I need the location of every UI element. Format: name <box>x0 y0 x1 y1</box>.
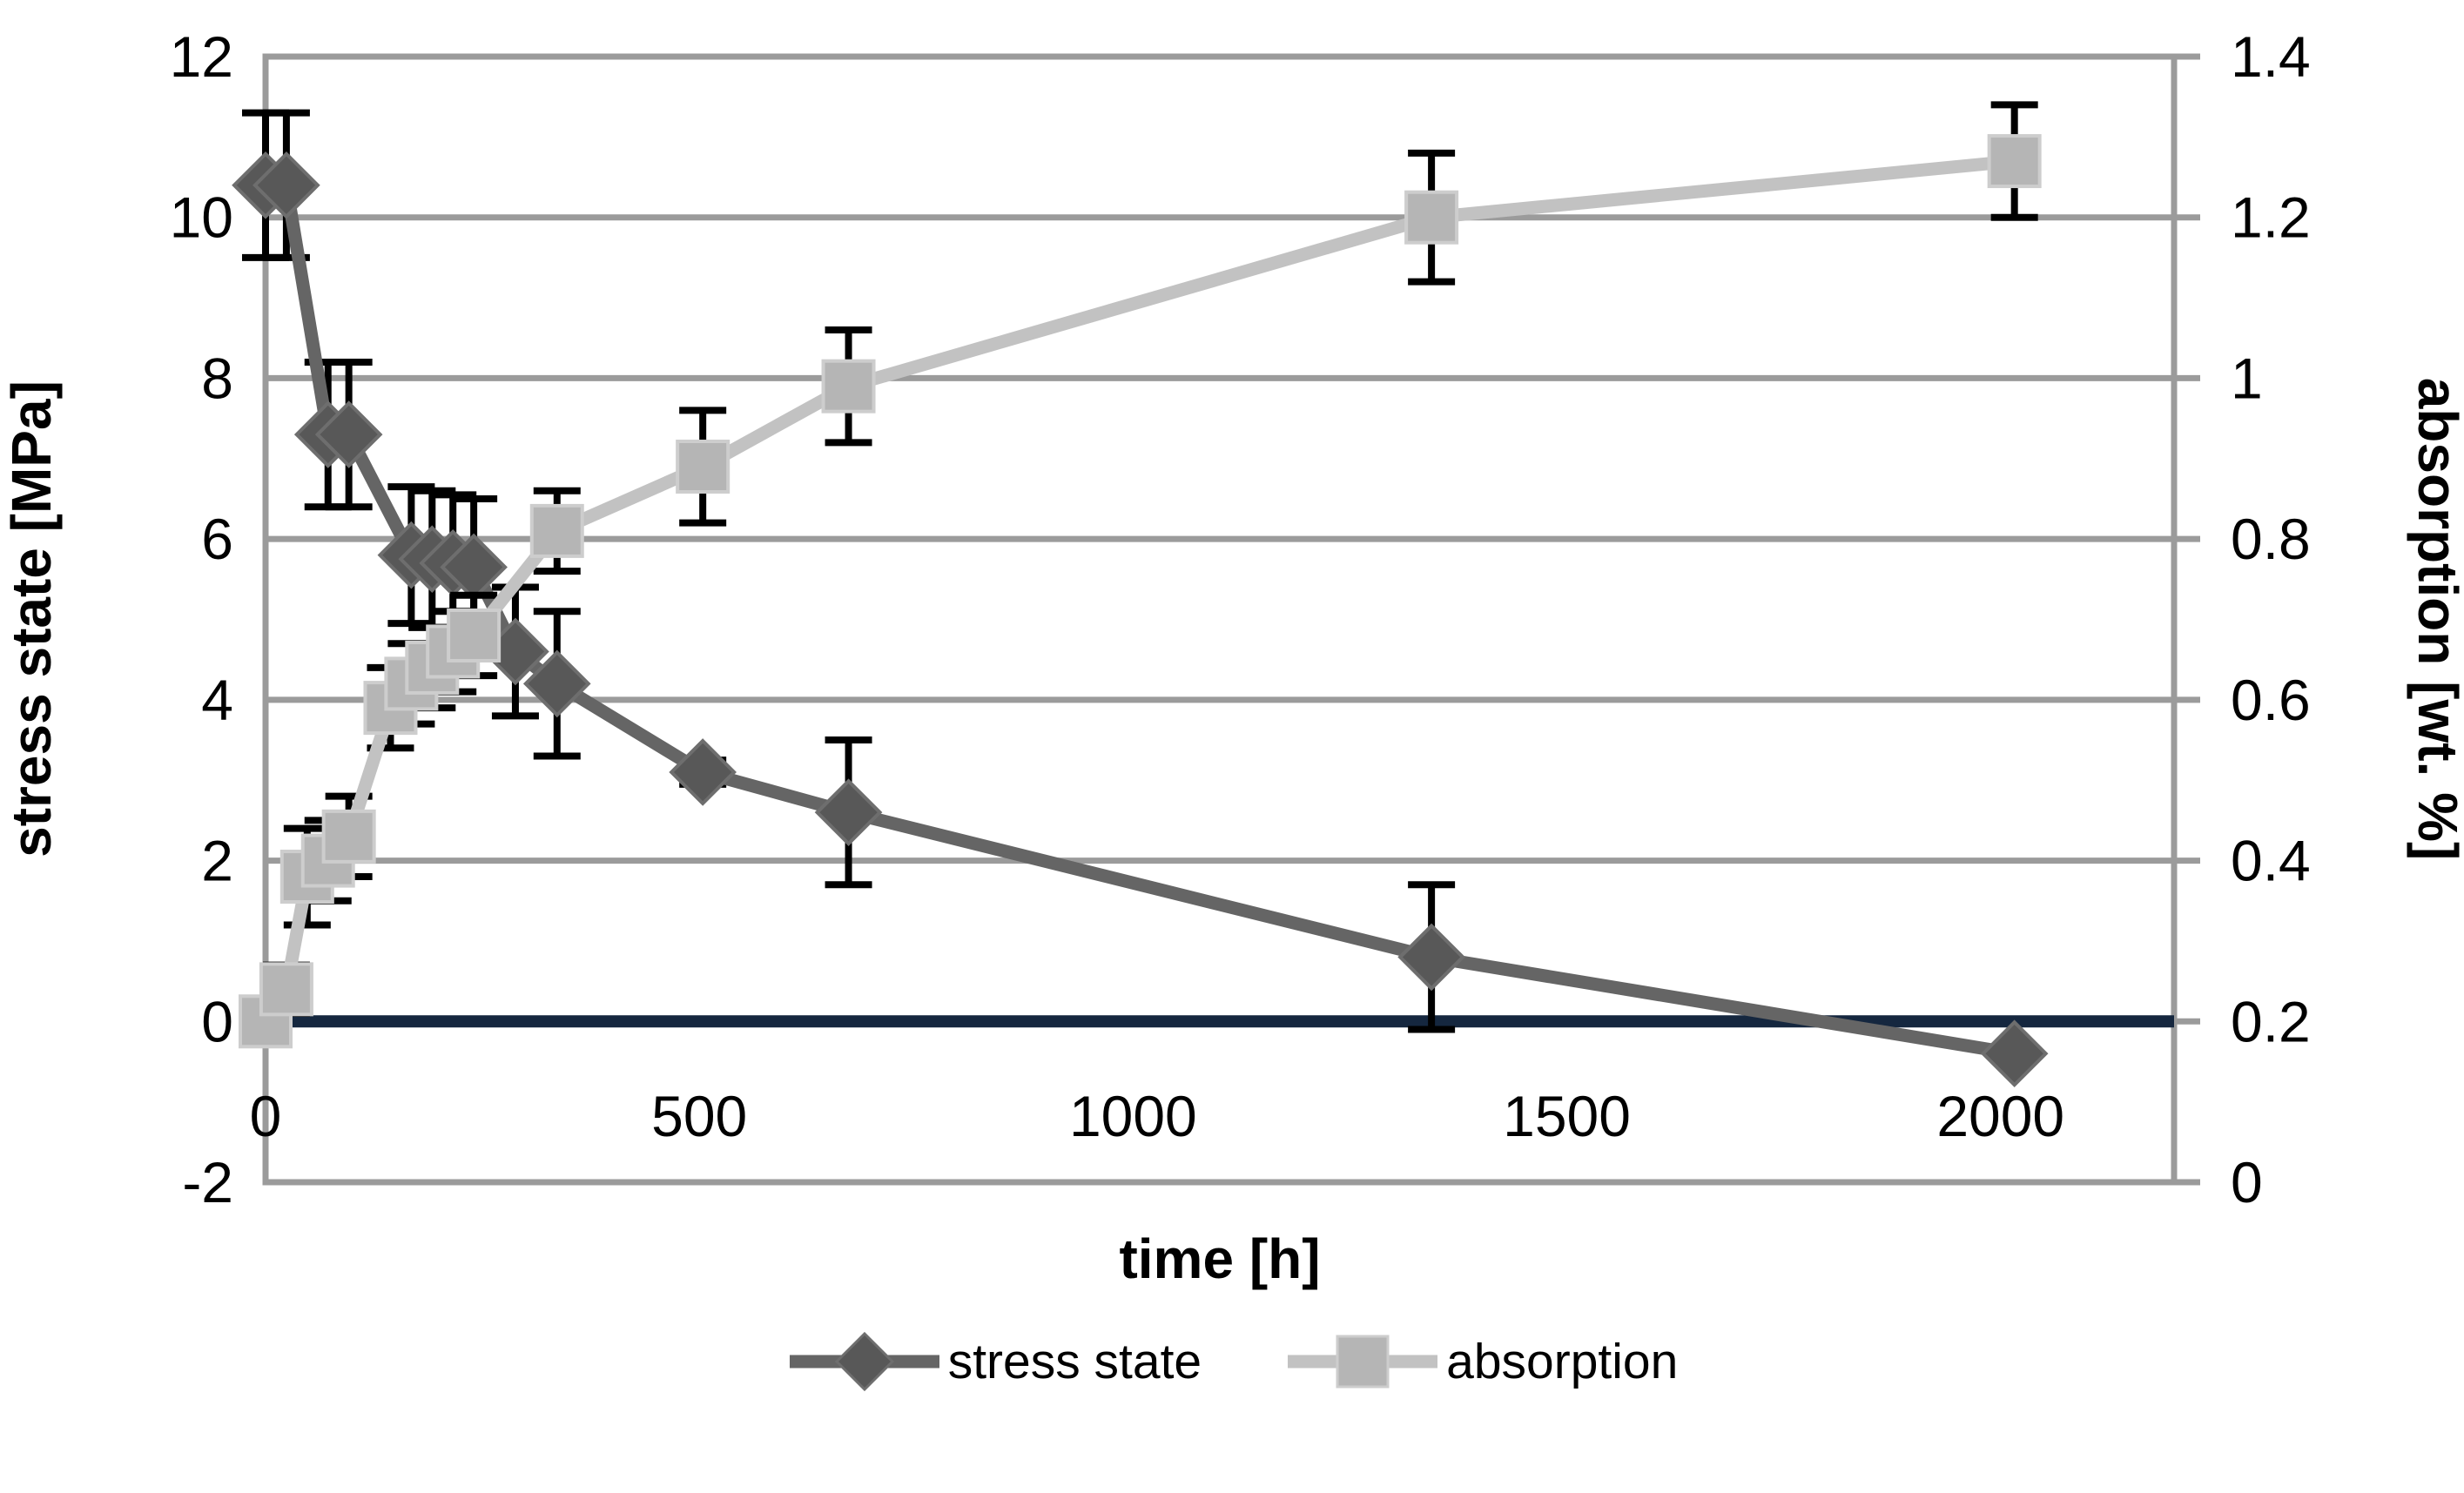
x-axis-title: time [h] <box>1119 1227 1320 1290</box>
gridlines <box>266 53 2174 1186</box>
stress-state-line-diamond-swatch <box>789 1331 939 1392</box>
legend-item-stress-state: stress state <box>786 1330 1202 1393</box>
diamond-marker <box>314 400 383 468</box>
right-axis-tick-label: 1.4 <box>2231 24 2311 89</box>
plot-border <box>262 53 2178 1186</box>
x-axis-tick-label: 1500 <box>1503 1084 1631 1148</box>
legend-label: stress state <box>947 1334 1202 1389</box>
square-marker <box>676 440 730 494</box>
diamond-marker <box>1397 923 1465 992</box>
left-axis-tick-label: 12 <box>170 24 233 89</box>
square-marker <box>821 359 876 414</box>
left-axis-tick-label: 2 <box>201 829 233 893</box>
absorption-line-square-swatch <box>1288 1335 1438 1389</box>
right-axis-tick-label: 0.4 <box>2231 829 2311 893</box>
legend-label: absorption <box>1446 1334 1679 1389</box>
square-marker <box>1404 190 1459 245</box>
square-marker <box>321 809 376 864</box>
series-absorption <box>239 101 2042 1049</box>
x-axis-tick-label: 500 <box>651 1084 747 1148</box>
right-axis-ticks <box>2174 53 2200 1186</box>
right-axis-tick-label: 0.6 <box>2231 668 2311 732</box>
series-line <box>266 178 2016 1060</box>
x-axis-tick-label: 1000 <box>1069 1084 1197 1148</box>
diamond-marker <box>814 778 883 846</box>
diamond-marker <box>522 649 591 718</box>
diamond-marker <box>1980 1019 2049 1088</box>
series-stress-state <box>232 109 2049 1088</box>
left-axis-title: stress state [MPa] <box>0 380 63 857</box>
x-axis-tick-label: 2000 <box>1936 1084 2064 1148</box>
square-marker <box>1987 134 2042 189</box>
left-axis-tick-label: 10 <box>170 185 233 250</box>
left-axis-tick-label: 8 <box>201 346 233 410</box>
right-axis-tick-label: 0 <box>2231 1150 2263 1214</box>
square-marker <box>447 608 502 662</box>
legend-item-absorption: absorption <box>1284 1330 1678 1393</box>
series-line <box>259 154 2016 1026</box>
diamond-marker <box>252 151 320 219</box>
square-marker <box>259 962 313 1017</box>
chart-legend: stress state absorption <box>0 1330 2464 1393</box>
left-axis-tick-label: 0 <box>201 989 233 1053</box>
right-axis-tick-label: 1.2 <box>2231 185 2311 250</box>
right-axis-tick-label: 0.8 <box>2231 507 2311 571</box>
left-axis-tick-label: -2 <box>182 1150 233 1214</box>
plot-border-rect <box>262 53 2178 1186</box>
square-marker <box>529 503 584 558</box>
x-axis-tick-label: 0 <box>250 1084 282 1148</box>
right-axis-tick-label: 0.2 <box>2231 989 2311 1053</box>
right-axis-title: absorption [wt. %] <box>2407 378 2464 861</box>
data-series <box>232 101 2049 1088</box>
diamond-marker <box>669 738 737 806</box>
left-axis-tick-label: 6 <box>201 507 233 571</box>
right-axis-tick-label: 1 <box>2231 346 2263 410</box>
left-axis-tick-label: 4 <box>201 668 233 732</box>
